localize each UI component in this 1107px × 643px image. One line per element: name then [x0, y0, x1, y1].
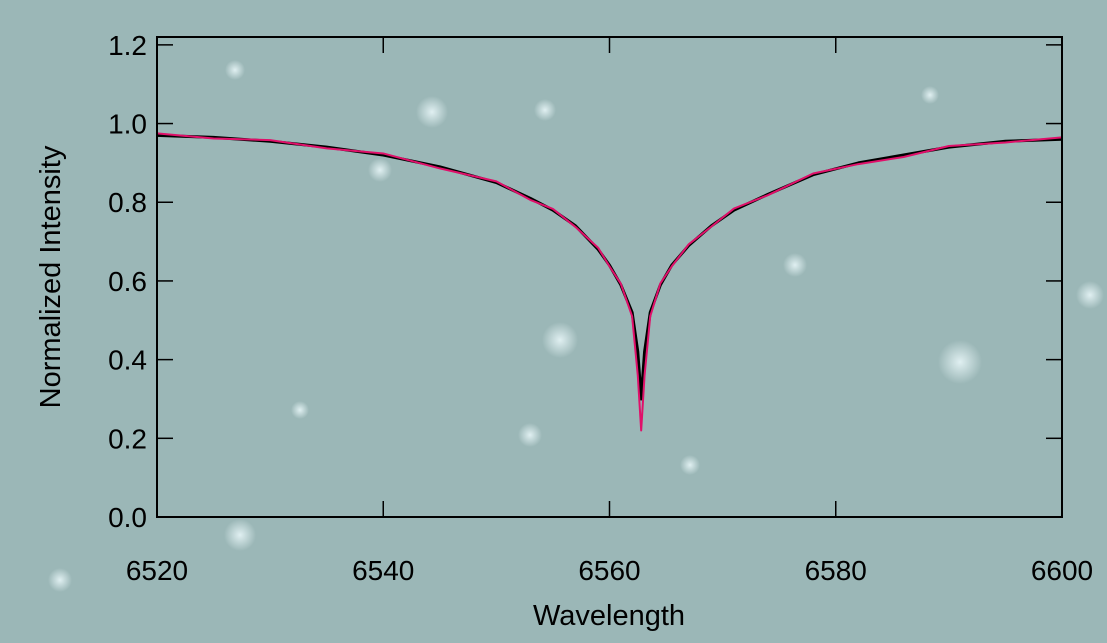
y-tick-label: 0.0: [108, 502, 147, 533]
y-tick-label: 0.2: [108, 423, 147, 454]
y-tick-label: 0.8: [108, 187, 147, 218]
x-tick-label: 6600: [1031, 555, 1093, 586]
y-axis-label: Normalized Intensity: [35, 145, 67, 408]
spectrum-line: [157, 133, 1062, 430]
y-tick-label: 0.4: [108, 345, 147, 376]
background-stars: [48, 60, 1104, 592]
x-tick-label: 6540: [352, 555, 414, 586]
page: {"chart_data": { "type": "line", "x_labe…: [0, 0, 1107, 643]
x-tick-label: 6520: [126, 555, 188, 586]
plot-frame: [157, 37, 1062, 517]
x-tick-label: 6560: [578, 555, 640, 586]
y-tick-label: 1.0: [108, 109, 147, 140]
chart: Wavelength Normalized Intensity 0.0 0.2 0.…: [0, 0, 1107, 643]
y-tick-label: 0.6: [108, 266, 147, 297]
x-tick-label: 6580: [805, 555, 867, 586]
x-axis-label: Wavelength: [533, 600, 685, 632]
y-tick-label: 1.2: [108, 30, 147, 61]
